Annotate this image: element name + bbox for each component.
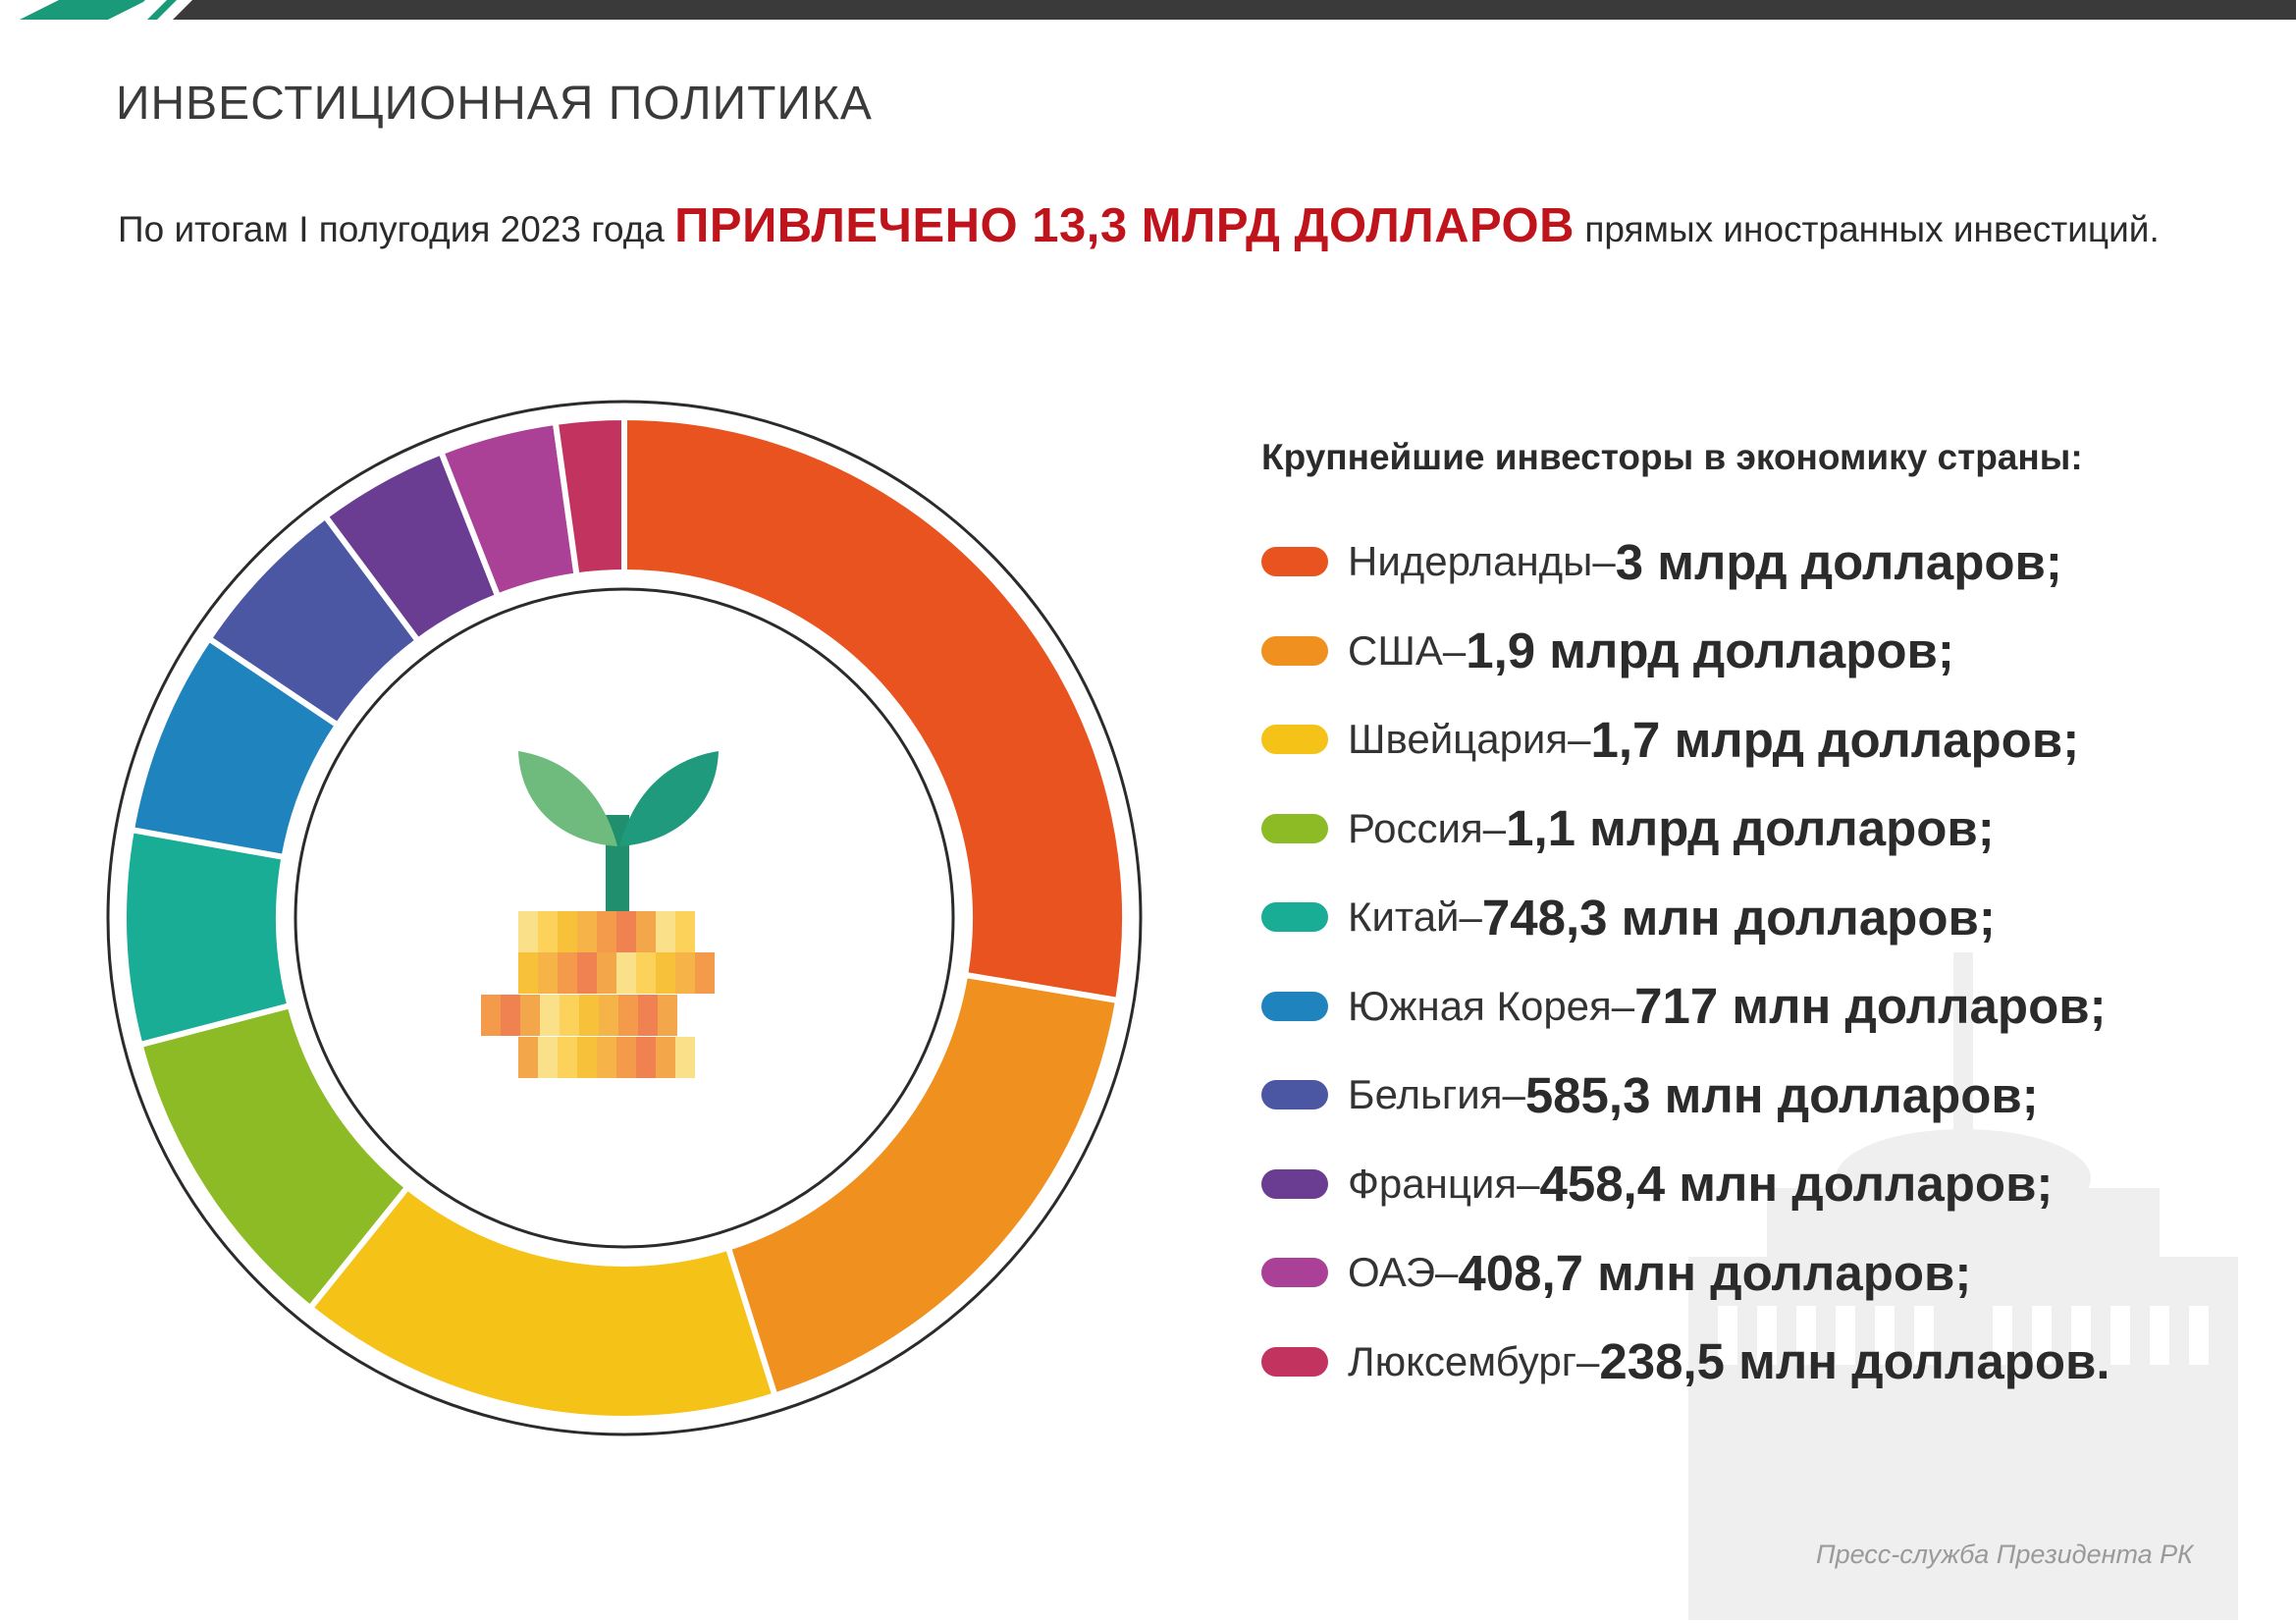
legend-title: Крупнейшие инвесторы в экономику страны: (1261, 437, 2083, 477)
legend-separator: – (1482, 804, 1507, 851)
legend-value: 408,7 млн долларов; (1458, 1244, 1972, 1301)
donut-slice-1 (621, 413, 1128, 1004)
legend-item: Швейцария – 1,7 млрд долларов; (1261, 695, 2292, 784)
legend-swatch (1261, 725, 1328, 755)
legend-swatch (1261, 1258, 1328, 1288)
donut-outer-ring (106, 400, 1143, 1436)
legend-country: ОАЭ (1348, 1249, 1436, 1296)
legend-country: Россия (1348, 804, 1483, 851)
legend-country: Люксембург (1348, 1337, 1577, 1384)
legend-swatch (1261, 813, 1328, 843)
legend-value: 458,4 млн долларов; (1539, 1156, 2054, 1213)
donut-inner-ring (294, 587, 955, 1249)
press-credit: Пресс-служба Президента РК (1816, 1540, 2194, 1569)
legend-value: 717 млн долларов; (1634, 978, 2107, 1035)
legend-separator: – (1611, 982, 1635, 1029)
legend-separator: – (1576, 1337, 1600, 1384)
legend-country: Южная Корея (1348, 982, 1612, 1029)
legend-swatch (1261, 547, 1328, 577)
legend-list: Нидерланды – 3 млрд долларов; США – 1,9 … (1261, 517, 2292, 1406)
legend-separator: – (1568, 716, 1591, 763)
legend-country: Нидерланды (1348, 538, 1593, 585)
sprout-on-coins-icon (481, 751, 719, 1078)
building-watermark (1688, 952, 2238, 1620)
donut-slices (121, 413, 1128, 1422)
legend-value: 1,7 млрд долларов; (1590, 711, 2080, 768)
legend-item: Люксембург – 238,5 млн долларов. (1261, 1318, 2292, 1407)
legend-swatch (1261, 1346, 1328, 1377)
legend-swatch (1261, 1168, 1328, 1199)
legend-item: Южная Корея – 717 млн долларов; (1261, 962, 2292, 1052)
legend-separator: – (1502, 1071, 1525, 1118)
legend-item: Нидерланды – 3 млрд долларов; (1261, 517, 2292, 607)
legend-item: ОАЭ – 408,7 млн долларов; (1261, 1228, 2292, 1318)
legend-swatch (1261, 1080, 1328, 1110)
headline-text-pre: По итогам I полугодия 2023 года (118, 209, 675, 249)
legend-value: 1,1 млрд долларов; (1506, 800, 1995, 857)
legend-separator: – (1459, 893, 1482, 941)
legend-value: 585,3 млн долларов; (1524, 1066, 2039, 1123)
legend-item: Китай – 748,3 млн долларов; (1261, 873, 2292, 962)
donut-slice-10 (552, 413, 627, 579)
legend-value: 3 млрд долларов; (1615, 533, 2062, 590)
legend-country: США (1348, 626, 1443, 674)
legend-value: 238,5 млн долларов. (1599, 1333, 2110, 1390)
donut-chart (106, 400, 1143, 1436)
headline-highlight: ПРИВЛЕЧЕНО 13,3 МЛРД ДОЛЛАРОВ (674, 199, 1575, 252)
legend-swatch (1261, 902, 1328, 933)
legend-separator: – (1592, 538, 1616, 585)
legend-country: Китай (1348, 893, 1460, 941)
legend-item: США – 1,9 млрд долларов; (1261, 607, 2292, 696)
legend-separator: – (1442, 626, 1467, 674)
headline: По итогам I полугодия 2023 года ПРИВЛЕЧЕ… (118, 198, 2277, 253)
section-title: ИНВЕСТИЦИОННАЯ ПОЛИТИКА (116, 78, 873, 130)
legend-swatch (1261, 991, 1328, 1021)
legend-country: Швейцария (1348, 716, 1569, 763)
legend-country: Франция (1348, 1160, 1518, 1207)
top-accent-bar (0, 0, 2296, 20)
legend: Крупнейшие инвесторы в экономику страны:… (1261, 437, 2292, 1406)
legend-item: Бельгия – 585,3 млн долларов; (1261, 1051, 2292, 1140)
donut-slice-2 (724, 971, 1122, 1400)
legend-item: Россия – 1,1 млрд долларов; (1261, 784, 2292, 874)
legend-swatch (1261, 635, 1328, 666)
legend-value: 1,9 млрд долларов; (1466, 622, 1954, 679)
legend-separator: – (1435, 1249, 1459, 1296)
donut-slice-5 (121, 826, 294, 1049)
legend-country: Бельгия (1348, 1071, 1503, 1118)
legend-item: Франция – 458,4 млн долларов; (1261, 1140, 2292, 1229)
legend-value: 748,3 млн долларов; (1481, 889, 1996, 946)
legend-separator: – (1517, 1160, 1540, 1207)
headline-text-post: прямых иностранных инвестиций. (1575, 209, 2160, 249)
